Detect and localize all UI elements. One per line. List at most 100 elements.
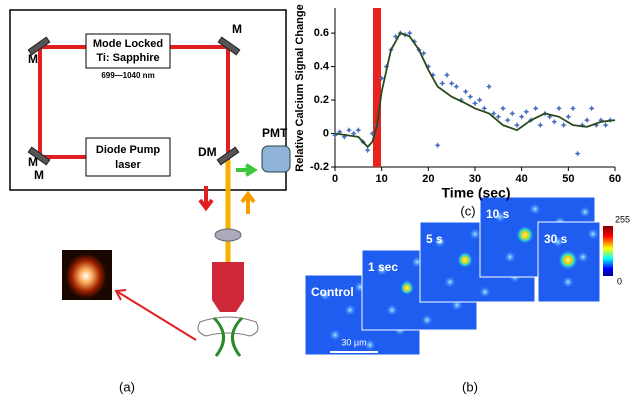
frame-label: Control [311, 285, 354, 299]
point [406, 30, 413, 37]
point [509, 110, 516, 117]
point [462, 88, 469, 95]
point [523, 108, 530, 115]
label: PMT [262, 126, 288, 140]
point [490, 110, 497, 117]
x-tick-label: 50 [562, 173, 574, 185]
point [392, 33, 399, 40]
spot [421, 314, 433, 326]
colorbar [603, 226, 613, 276]
arrow [236, 163, 258, 177]
y-tick-label: -0.2 [310, 161, 329, 173]
point [500, 105, 506, 112]
spot [479, 286, 491, 298]
mouse [212, 316, 244, 357]
point [336, 128, 343, 135]
point [420, 50, 427, 57]
point [565, 113, 572, 120]
point [551, 118, 558, 125]
scale-label: 30 µm [341, 337, 366, 347]
label: M [28, 155, 38, 169]
point [574, 150, 581, 157]
point [579, 122, 586, 129]
point [341, 133, 348, 140]
label: Ti: Sapphire [96, 52, 159, 64]
mouse [197, 316, 259, 337]
x-tick-label: 10 [376, 173, 388, 185]
y-tick-label: 0.4 [314, 60, 330, 72]
point [532, 105, 539, 112]
laser [85, 33, 171, 69]
spot [319, 289, 331, 301]
pmt [261, 145, 291, 173]
colorbar-label: 255 [615, 214, 630, 224]
point [556, 105, 562, 112]
mirrors [27, 36, 241, 166]
point [355, 127, 362, 134]
x-tick-label: 20 [422, 173, 434, 185]
y-tick-label: 0.6 [314, 27, 329, 39]
point [444, 71, 450, 78]
spot [434, 236, 446, 248]
point [588, 105, 595, 112]
spot [494, 211, 506, 223]
spot [344, 304, 356, 316]
point [425, 63, 432, 70]
x-tick-label: 0 [332, 173, 338, 185]
point [430, 71, 436, 78]
inset-image [66, 254, 106, 298]
label: Diode Pump [96, 144, 160, 156]
spot [562, 276, 574, 288]
point [481, 105, 488, 112]
panel-c: (c) Time (sec) Relative Calcium Signal C… [294, 4, 621, 218]
point [584, 117, 590, 124]
point [378, 75, 385, 82]
spot [386, 304, 398, 316]
label: M [232, 22, 242, 36]
point [350, 130, 357, 137]
spot [469, 228, 481, 240]
stimulus [373, 8, 381, 167]
y-tick-label: 0 [323, 127, 329, 139]
cell [516, 226, 534, 244]
point [383, 63, 390, 70]
spot [579, 206, 591, 218]
objective [212, 262, 244, 312]
lens [214, 228, 242, 242]
spot [529, 203, 541, 215]
x-tick-label: 30 [469, 173, 481, 185]
point [570, 105, 576, 112]
spot [504, 251, 516, 263]
spot [577, 251, 589, 263]
label: 699—1040 nm [101, 71, 154, 80]
panel-label: (b) [462, 379, 478, 394]
spot [444, 276, 456, 288]
point [364, 147, 371, 154]
panel-b: Control 1 sec 5 s 10 s 30 s 255 0 (b) 30 µm [304, 196, 630, 394]
point [514, 122, 520, 129]
panel-label: (c) [460, 203, 475, 218]
x-tick-label: 40 [516, 173, 528, 185]
point [593, 122, 600, 129]
spot [364, 339, 376, 351]
point [560, 122, 567, 129]
panel-label: (a) [119, 379, 135, 394]
image-frame: 30 s [537, 221, 601, 303]
spot [329, 329, 341, 341]
pump [85, 137, 171, 177]
scale: 30 µm [330, 337, 378, 353]
panel-a: M M M M Mode Locked Ti: Sapphire 699—104… [9, 9, 291, 394]
y-tick-label: 0.2 [314, 94, 329, 106]
frame-label: 1 sec [368, 260, 398, 274]
spot [587, 228, 599, 240]
frame-label: 10 s [486, 207, 510, 221]
colorbar-label: 0 [617, 276, 622, 286]
point [486, 83, 492, 90]
point [346, 127, 352, 134]
spot [376, 264, 388, 276]
point [332, 132, 338, 139]
y-axis-label: Relative Calcium Signal Change [294, 4, 306, 172]
point [453, 83, 460, 90]
point [369, 130, 376, 137]
